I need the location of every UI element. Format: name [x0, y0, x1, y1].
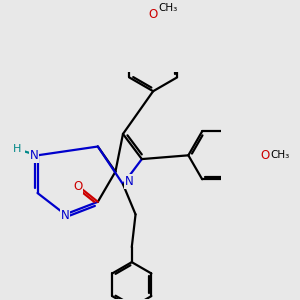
Text: O: O [73, 180, 82, 193]
Text: H: H [13, 144, 22, 154]
Text: O: O [148, 8, 158, 21]
Text: O: O [261, 149, 270, 162]
Text: N: N [124, 175, 134, 188]
Text: N: N [30, 149, 38, 162]
Text: CH₃: CH₃ [271, 150, 290, 160]
Text: CH₃: CH₃ [159, 3, 178, 13]
Text: N: N [61, 209, 70, 222]
